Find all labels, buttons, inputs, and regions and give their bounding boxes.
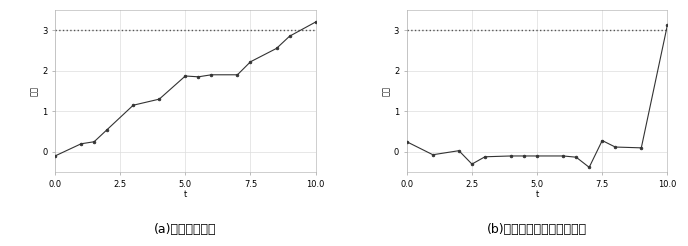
X-axis label: t: t (535, 190, 539, 199)
Y-axis label: 規模: 規模 (382, 86, 391, 96)
Y-axis label: 規模: 規模 (30, 86, 39, 96)
Text: (b)　ジャンプによる急成長: (b) ジャンプによる急成長 (487, 223, 587, 236)
X-axis label: t: t (184, 190, 187, 199)
Text: (a)　漸増的成長: (a) 漸増的成長 (154, 223, 217, 236)
